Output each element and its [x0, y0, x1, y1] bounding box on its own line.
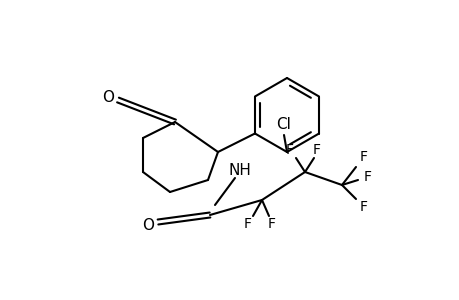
Text: F: F [312, 143, 320, 157]
Text: F: F [359, 200, 367, 214]
Text: O: O [102, 89, 114, 104]
Text: Cl: Cl [276, 116, 291, 131]
Text: F: F [363, 170, 371, 184]
Text: F: F [268, 217, 275, 231]
Text: F: F [243, 217, 252, 231]
Text: F: F [359, 150, 367, 164]
Text: F: F [285, 143, 293, 157]
Text: NH: NH [228, 163, 251, 178]
Text: O: O [142, 218, 154, 232]
